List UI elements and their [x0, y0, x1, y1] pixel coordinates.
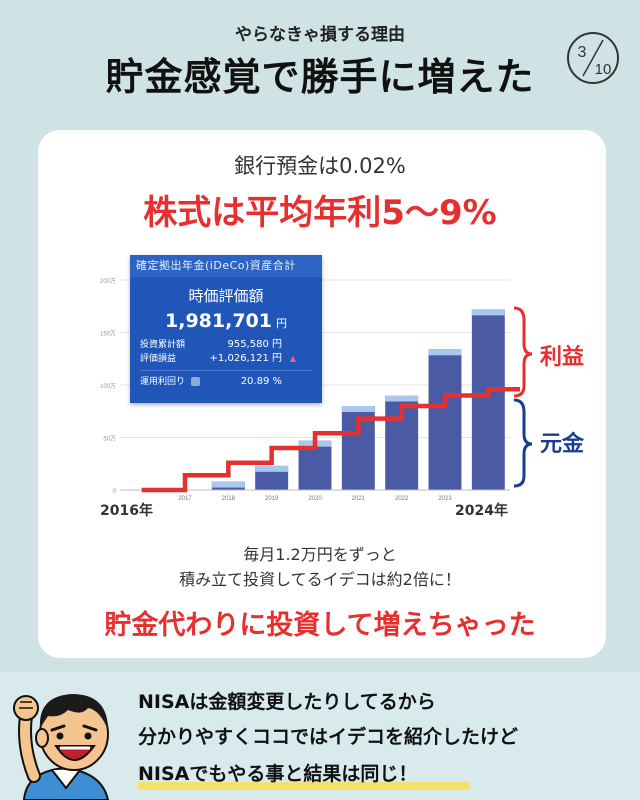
stock-rate-headline: 株式は平均年利5〜9% [143, 193, 497, 233]
principal-step-line [141, 386, 520, 493]
chart-bar-profit-cap [211, 481, 245, 488]
legend-principal: 元金 [540, 432, 585, 457]
invested-total-label: 投資累計額 [140, 340, 186, 350]
yield-label: 運用利回り [140, 377, 186, 387]
unrealized-gain-row: 評価損益 +1,026,121 円 ▲ [130, 352, 322, 366]
invested-total-value: 955,580 円 [227, 339, 282, 350]
conclusion-text: 貯金代わりに投資して増えちゃった [104, 610, 536, 641]
page-total: 10 [595, 61, 612, 78]
market-value: 1,981,701 円 [130, 310, 322, 332]
x-tick-label: 2023 [438, 496, 452, 502]
legend-braces [513, 306, 533, 488]
info-icon [190, 377, 200, 386]
x-tick-label: 2020 [308, 496, 322, 502]
bottom-line-1: NISAは金額変更したりしてるから [138, 691, 436, 713]
gain-up-arrow-icon: ▲ [289, 354, 296, 363]
chart-bar-profit-cap [428, 349, 462, 356]
text-highlight [138, 782, 470, 790]
yield-value: 20.89 % [240, 376, 282, 387]
principal-brace-icon [513, 398, 533, 488]
y-tick-label: 200万 [100, 278, 116, 285]
chart-bar-profit-cap [341, 406, 375, 412]
bank-rate-text: 銀行預金は0.02% [234, 154, 406, 178]
chart-bar [428, 349, 462, 490]
market-value-label: 時価評価額 [188, 287, 264, 305]
caption-line-1: 毎月1.2万円をずっと [243, 545, 397, 564]
caption-line-2: 積み立て投資してるイデコは約2倍に！ [179, 570, 461, 589]
chart-bar [471, 309, 505, 490]
y-tick-label: 100万 [100, 383, 116, 390]
profit-brace-icon [513, 306, 533, 398]
axis-start-year: 2016年 [100, 503, 153, 519]
x-tick-label: 2019 [265, 496, 279, 502]
legend-profit: 利益 [540, 345, 585, 370]
bottom-line-2: 分かりやすくココではイデコを紹介したけど [138, 726, 519, 748]
panel-divider [140, 370, 312, 371]
header-subtitle: やらなきゃ損する理由 [235, 25, 405, 45]
yield-row: 運用利回り 20.89 % [130, 375, 322, 389]
ideco-summary-panel: 確定拠出年金(iDeCo)資産合計 時価評価額 1,981,701 円 投資累計額… [130, 255, 322, 403]
unrealized-gain-label: 評価損益 [140, 354, 177, 364]
market-value-amount: 1,981,701 [165, 310, 272, 332]
chart-bar-profit-cap [471, 309, 505, 316]
page-current: 3 [578, 44, 587, 61]
y-tick-label: 150万 [100, 331, 116, 338]
market-value-unit: 円 [275, 317, 287, 330]
mascot-character-icon [13, 694, 110, 800]
y-tick-label: 50万 [103, 436, 116, 443]
x-tick-label: 2017 [178, 496, 192, 502]
x-tick-label: 2021 [352, 496, 366, 502]
axis-end-year: 2024年 [455, 503, 508, 519]
invested-total-row: 投資累計額 955,580 円 [130, 338, 322, 352]
page-indicator: 3 10 [567, 32, 619, 84]
ideco-panel-header: 確定拠出年金(iDeCo)資産合計 [130, 255, 322, 277]
x-tick-label: 2022 [395, 496, 409, 502]
unrealized-gain-value: +1,026,121 円 [209, 353, 282, 364]
chart-bar-profit-cap [255, 465, 289, 472]
bottom-line-3: NISAでもやる事と結果は同じ！ [138, 763, 418, 785]
y-tick-label: 0 [113, 489, 117, 495]
header: やらなきゃ損する理由 貯金感覚で勝手に増えた 3 10 [0, 0, 640, 120]
chart-bar-profit-cap [385, 395, 419, 402]
x-tick-label: 2018 [222, 496, 236, 502]
page-title: 貯金感覚で勝手に増えた [105, 55, 535, 99]
